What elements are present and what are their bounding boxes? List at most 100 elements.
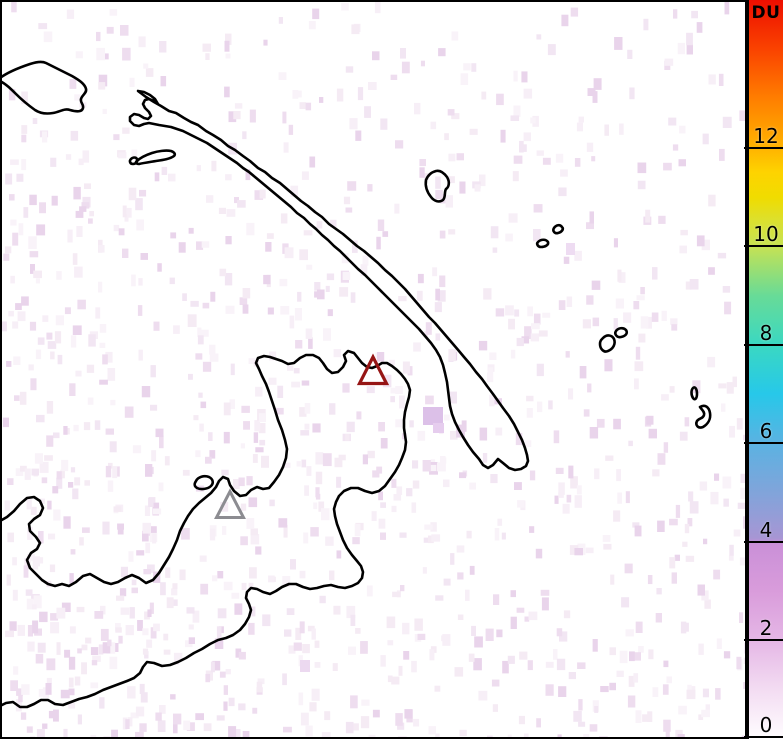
so2-pixel: [445, 195, 453, 208]
so2-pixel: [615, 298, 624, 309]
so2-pixel: [559, 631, 568, 642]
so2-pixel: [193, 415, 199, 421]
so2-pixel: [218, 207, 226, 214]
so2-pixel: [20, 465, 27, 472]
so2-pixel: [545, 661, 554, 668]
so2-pixel: [412, 480, 420, 489]
so2-speckle-layer: [0, 0, 747, 739]
so2-pixel: [407, 366, 413, 376]
so2-pixel: [4, 246, 12, 254]
so2-pixel: [723, 651, 731, 659]
so2-pixel: [728, 555, 734, 561]
so2-pixel: [224, 40, 230, 52]
so2-pixel: [16, 688, 23, 696]
so2-patch: [566, 243, 575, 255]
so2-pixel: [315, 493, 321, 500]
so2-pixel: [425, 322, 432, 335]
so2-pixel: [98, 281, 103, 293]
so2-pixel: [105, 351, 113, 363]
so2-pixel: [628, 675, 635, 687]
so2-pixel: [84, 480, 90, 486]
so2-pixel: [368, 82, 377, 90]
so2-pixel: [538, 330, 548, 337]
so2-pixel: [23, 565, 29, 578]
so2-pixel: [652, 267, 658, 280]
so2-pixel: [75, 210, 84, 218]
so2-pixel: [523, 132, 531, 142]
so2-pixel: [248, 358, 256, 364]
so2-pixel: [118, 228, 125, 236]
colorbar-tick-label-0: 0: [759, 713, 773, 737]
so2-pixel: [56, 471, 62, 480]
so2-pixel: [492, 247, 498, 253]
so2-pixel: [714, 473, 720, 481]
so2-pixel: [229, 399, 235, 409]
so2-pixel: [679, 125, 686, 134]
so2-pixel: [380, 532, 386, 540]
so2-pixel: [70, 335, 77, 348]
so2-pixel: [685, 555, 695, 562]
so2-pixel: [284, 247, 294, 259]
so2-pixel: [161, 166, 168, 175]
so2-pixel: [515, 432, 523, 446]
so2-pixel: [535, 548, 543, 559]
so2-pixel: [634, 525, 642, 537]
so2-pixel: [131, 587, 138, 594]
so2-pixel: [238, 651, 246, 660]
so2-pixel: [460, 73, 469, 85]
so2-pixel: [144, 611, 150, 620]
so2-pixel: [209, 528, 216, 541]
so2-pixel: [558, 492, 564, 498]
so2-pixel: [256, 681, 263, 693]
so2-pixel: [382, 231, 389, 237]
so2-pixel: [548, 400, 553, 410]
so2-pixel: [150, 404, 158, 411]
so2-pixel: [68, 482, 74, 488]
so2-pixel: [377, 352, 385, 362]
so2-pixel: [136, 550, 145, 556]
so2-pixel: [638, 646, 644, 653]
so2-pixel: [341, 3, 349, 11]
so2-pixel: [672, 144, 679, 151]
so2-pixel: [545, 684, 554, 696]
so2-pixel: [315, 452, 324, 465]
so2-pixel: [677, 734, 685, 739]
so2-pixel: [329, 403, 336, 415]
so2-pixel: [684, 523, 690, 534]
so2-pixel: [240, 536, 248, 546]
so2-pixel: [454, 667, 464, 677]
so2-pixel: [70, 549, 76, 555]
so2-pixel: [46, 332, 53, 340]
so2-pixel: [339, 287, 349, 297]
so2-pixel: [671, 572, 677, 584]
so2-pixel: [362, 255, 369, 266]
so2-pixel: [322, 453, 332, 467]
so2-pixel: [488, 367, 494, 376]
so2-pixel: [315, 487, 320, 498]
so2-pixel: [56, 642, 61, 655]
so2-pixel: [5, 630, 14, 638]
so2-pixel: [610, 574, 615, 585]
so2-pixel: [60, 469, 65, 479]
so2-pixel: [239, 297, 248, 305]
so2-pixel: [70, 130, 79, 141]
so2-pixel: [586, 142, 594, 152]
so2-pixel: [651, 312, 659, 322]
so2-pixel: [422, 460, 431, 472]
so2-pixel: [19, 391, 27, 405]
so2-pixel: [316, 221, 323, 229]
so2-pixel: [702, 133, 709, 145]
so2-pixel: [32, 620, 39, 634]
so2-pixel: [299, 102, 306, 109]
so2-pixel: [352, 240, 358, 253]
so2-pixel: [318, 501, 325, 512]
so2-pixel: [306, 466, 312, 476]
so2-pixel: [367, 450, 375, 459]
so2-pixel: [73, 186, 81, 200]
so2-pixel: [142, 530, 149, 542]
so2-pixel: [33, 270, 42, 279]
so2-pixel: [457, 572, 464, 580]
so2-pixel: [739, 110, 746, 121]
so2-pixel: [360, 716, 370, 729]
so2-pixel: [27, 625, 33, 637]
